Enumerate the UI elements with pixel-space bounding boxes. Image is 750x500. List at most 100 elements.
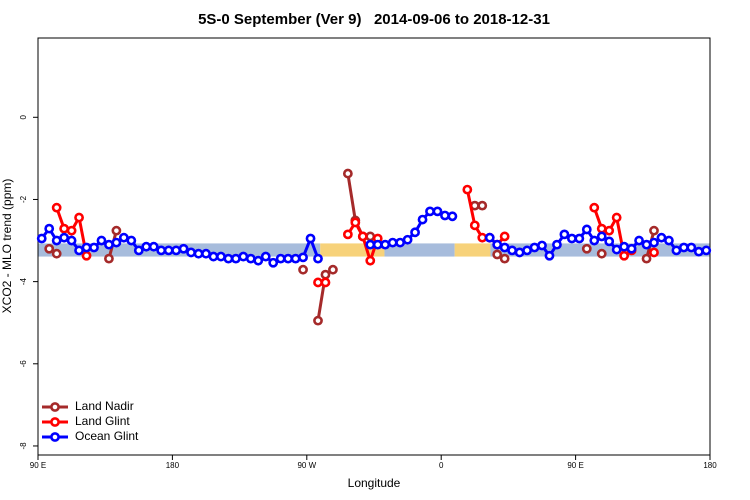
data-point [163,245,174,256]
data-point [462,184,473,195]
legend-label: Land Glint [75,414,130,428]
data-point [604,225,615,236]
data-point [51,235,62,246]
data-point [208,251,219,262]
data-point [611,212,622,223]
data-point [298,264,308,275]
legend-label: Ocean Glint [75,429,139,443]
data-point [626,243,637,254]
data-point [417,214,428,225]
data-point [492,249,503,260]
data-point [260,251,271,262]
data-point [245,253,256,264]
data-point [96,235,107,246]
data-point [104,253,114,264]
data-point [156,245,167,256]
data-point [469,220,480,231]
data-point [74,245,84,256]
x-axis-label: Longitude [348,476,401,490]
data-point [432,206,443,217]
data-point [387,237,398,248]
data-point [186,247,196,258]
data-point [634,235,644,246]
data-point [320,277,331,288]
x-tick-label: 90 E [567,461,583,470]
data-point [223,253,234,264]
data-point [477,232,488,243]
x-tick-label: 90 W [297,461,316,470]
data-point [290,253,301,264]
y-tick-label: -6 [19,360,28,368]
data-point [59,223,70,234]
data-point [574,233,585,244]
data-point [686,242,697,253]
data-point [365,231,376,242]
data-point [313,253,323,264]
data-point [118,232,129,243]
data-point [133,245,144,256]
data-point [253,255,264,266]
data-point [81,242,92,253]
data-point [656,232,667,243]
data-point [313,315,323,326]
surface-band [454,243,491,257]
data-point [671,245,682,256]
data-point [148,241,159,252]
data-point [380,239,391,250]
x-tick-label: 180 [166,461,180,470]
x-tick-label: 90 E [30,461,46,470]
data-point [529,242,540,253]
chart-title: 5S-0 September (Ver 9) 2014-09-06 to 201… [198,11,550,28]
data-point [141,241,152,252]
data-point [596,231,607,242]
data-point [74,212,84,223]
data-point [477,200,488,211]
x-tick-label: 0 [439,461,444,470]
data-point [357,231,368,242]
data-point [342,168,353,179]
x-tick-label: 180 [703,461,717,470]
data-point [410,227,420,238]
y-tick-label: -4 [19,278,28,286]
data-point [589,235,600,246]
data-point [283,253,294,264]
data-point [596,248,607,259]
data-point [372,239,383,250]
data-point [522,245,532,256]
data-point [402,234,413,245]
data-point [566,233,577,244]
data-point [611,244,622,255]
data-point [425,206,435,217]
data-point [693,246,704,257]
data-point [275,253,286,264]
data-point [507,245,518,256]
data-point [59,232,70,243]
data-point [514,247,525,258]
data-point [678,242,689,253]
data-point [499,253,510,264]
data-point [596,223,607,234]
data-point [440,210,450,221]
data-point [484,232,495,243]
data-point [111,237,122,248]
data-point [365,255,376,266]
data-point [581,243,592,254]
data-point [649,247,659,258]
data-point [81,250,92,261]
data-point [499,242,510,253]
data-point [51,248,62,259]
data-point [305,233,316,244]
data-point [619,250,630,261]
data-point [544,250,555,261]
y-tick-label: 0 [19,115,28,120]
data-point [559,229,570,240]
data-point [201,248,211,259]
data-point [619,241,630,252]
data-point [44,243,55,254]
data-point [298,252,308,263]
data-point [350,217,361,228]
data-point [230,253,241,264]
data-point [320,269,331,280]
data-point [313,277,323,288]
